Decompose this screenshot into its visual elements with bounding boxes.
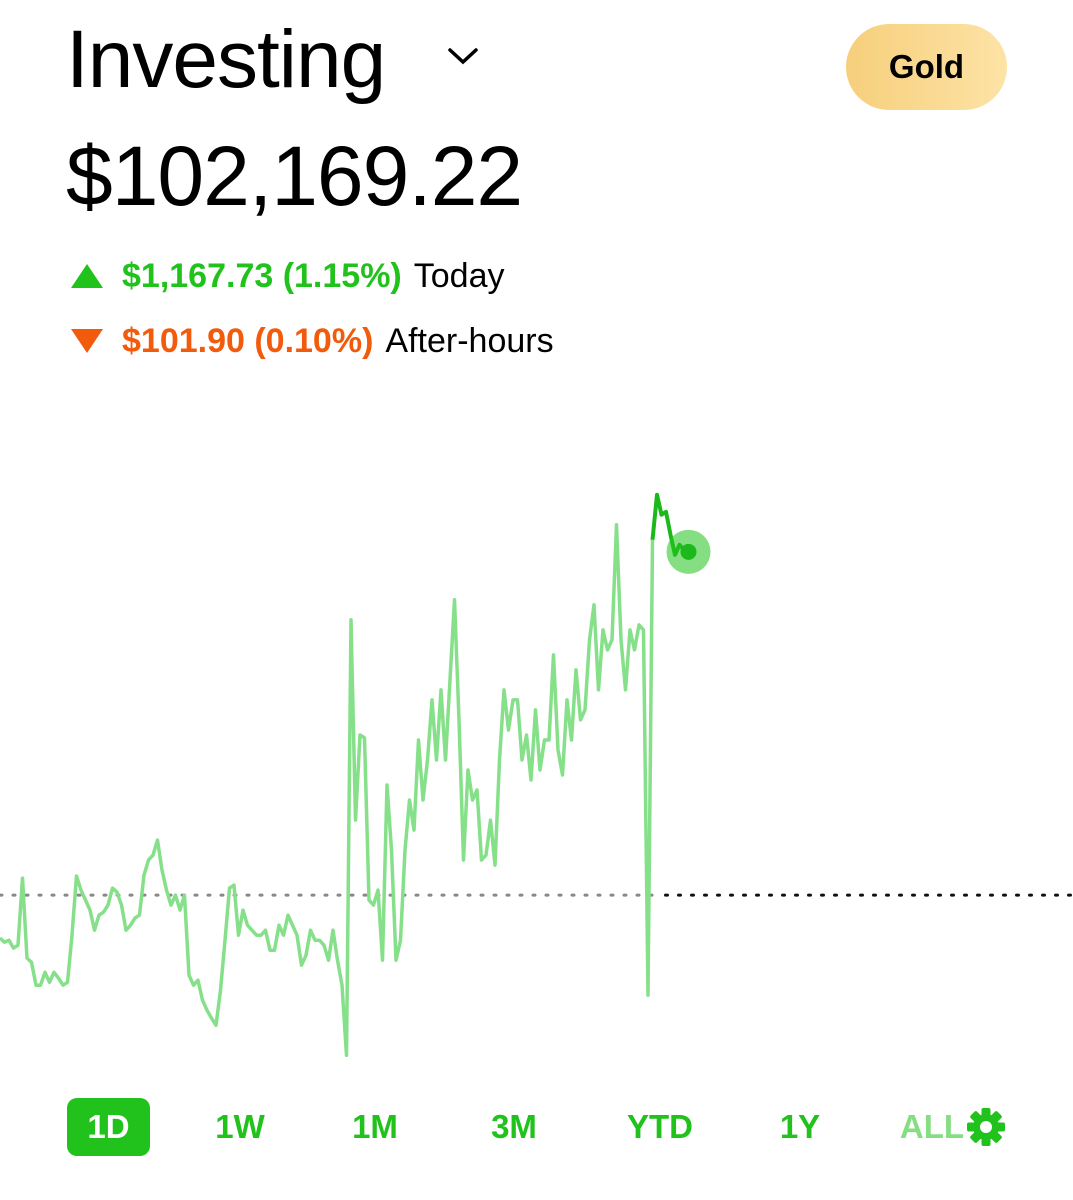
range-button[interactable]: ALL (899, 1108, 965, 1145)
today-change: $1,167.73 (1.15%) Today (70, 254, 505, 298)
range-button[interactable]: 1D (67, 1098, 150, 1156)
range-button[interactable]: 1W (215, 1108, 265, 1145)
change-amount: $101.90 (0.10%) (122, 322, 374, 360)
chart (0, 492, 1073, 1058)
up-arrow (71, 264, 103, 288)
current-dot (680, 543, 697, 560)
range-button[interactable]: YTD (627, 1108, 693, 1145)
portfolio-value: $102,169.22 (66, 129, 523, 223)
change-amount: $1,167.73 (1.15%) (122, 257, 402, 295)
range-selector: 1D 1W 1M 3M YTD 1Y ALL (0, 1098, 1073, 1158)
gold-button[interactable]: Gold (846, 24, 1007, 110)
change-label: After-hours (385, 322, 554, 360)
settings-icon[interactable] (966, 1107, 1006, 1147)
page-title[interactable]: Investing (66, 14, 386, 105)
range-button[interactable]: 3M (491, 1108, 537, 1145)
down-arrow (71, 329, 103, 353)
range-button[interactable]: 1M (352, 1108, 398, 1145)
range-button[interactable]: 1Y (779, 1108, 821, 1145)
dropdown-icon[interactable] (446, 44, 480, 68)
change-label: Today (413, 257, 505, 295)
after-hours-change: $101.90 (0.10%) After-hours (70, 319, 554, 363)
price-line (0, 523, 655, 1058)
